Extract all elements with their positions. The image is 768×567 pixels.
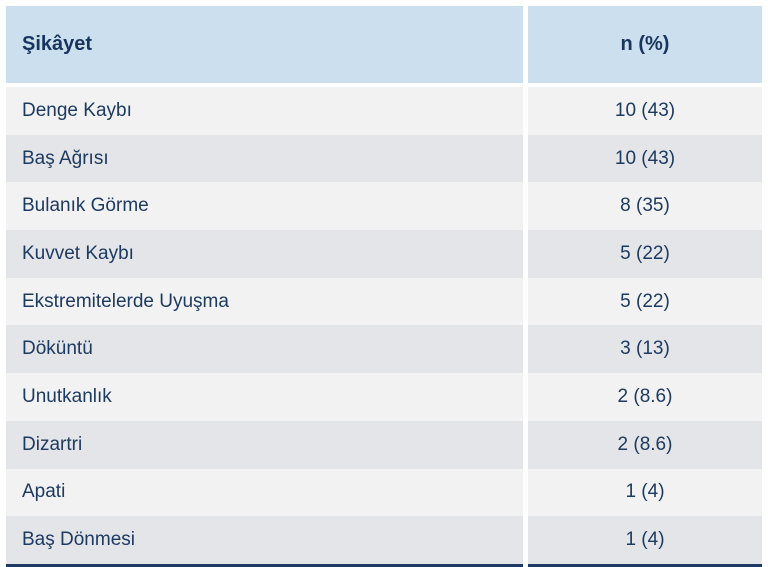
table-row: Unutkanlık 2 (8.6) xyxy=(6,373,762,421)
complaint-cell: Baş Ağrısı xyxy=(6,134,523,183)
header-body-divider xyxy=(6,83,762,87)
next-section-bar-right xyxy=(528,563,762,567)
complaint-cell: Denge Kaybı xyxy=(6,87,523,135)
column-divider xyxy=(523,134,528,183)
column-divider xyxy=(523,87,528,135)
table-row: Ekstremitelerde Uyuşma 5 (22) xyxy=(6,277,762,326)
complaint-cell: Ekstremitelerde Uyuşma xyxy=(6,277,523,326)
complaint-cell: Kuvvet Kaybı xyxy=(6,230,523,278)
column-header-n-percent: n (%) xyxy=(528,6,762,83)
table-row: Baş Ağrısı 10 (43) xyxy=(6,134,762,183)
next-section-bar xyxy=(6,563,762,567)
table-header-row: Şikâyet n (%) xyxy=(6,6,762,83)
table-row: Döküntü 3 (13) xyxy=(6,325,762,374)
column-divider xyxy=(523,230,528,278)
table-row: Apati 1 (4) xyxy=(6,468,762,517)
column-divider xyxy=(523,6,528,83)
value-cell: 10 (43) xyxy=(528,87,762,135)
value-cell: 8 (35) xyxy=(528,182,762,231)
complaint-cell: Baş Dönmesi xyxy=(6,516,523,564)
column-divider xyxy=(523,563,528,567)
column-divider xyxy=(523,182,528,231)
column-header-complaint: Şikâyet xyxy=(6,6,523,83)
column-divider xyxy=(523,373,528,421)
complaint-cell: Unutkanlık xyxy=(6,373,523,421)
next-section-bar-left xyxy=(6,563,523,567)
value-cell: 1 (4) xyxy=(528,468,762,517)
value-cell: 5 (22) xyxy=(528,277,762,326)
column-divider xyxy=(523,468,528,517)
complaint-cell: Apati xyxy=(6,468,523,517)
value-cell: 2 (8.6) xyxy=(528,420,762,469)
value-cell: 10 (43) xyxy=(528,134,762,183)
value-cell: 3 (13) xyxy=(528,325,762,374)
complaint-cell: Dizartri xyxy=(6,420,523,469)
value-cell: 1 (4) xyxy=(528,516,762,564)
value-cell: 5 (22) xyxy=(528,230,762,278)
table-row: Kuvvet Kaybı 5 (22) xyxy=(6,230,762,278)
column-divider xyxy=(523,516,528,564)
complaint-cell: Bulanık Görme xyxy=(6,182,523,231)
complaint-cell: Döküntü xyxy=(6,325,523,374)
column-divider xyxy=(523,325,528,374)
value-cell: 2 (8.6) xyxy=(528,373,762,421)
table-row: Denge Kaybı 10 (43) xyxy=(6,87,762,135)
column-divider xyxy=(523,420,528,469)
table-row: Dizartri 2 (8.6) xyxy=(6,420,762,469)
column-divider xyxy=(523,277,528,326)
table-body: Denge Kaybı 10 (43) Baş Ağrısı 10 (43) Bulan… xyxy=(6,87,762,564)
table-row: Bulanık Görme 8 (35) xyxy=(6,182,762,231)
table-row: Baş Dönmesi 1 (4) xyxy=(6,516,762,564)
complaints-table: Şikâyet n (%) Denge Kaybı 10 (43) Baş Ağrı… xyxy=(6,6,762,567)
